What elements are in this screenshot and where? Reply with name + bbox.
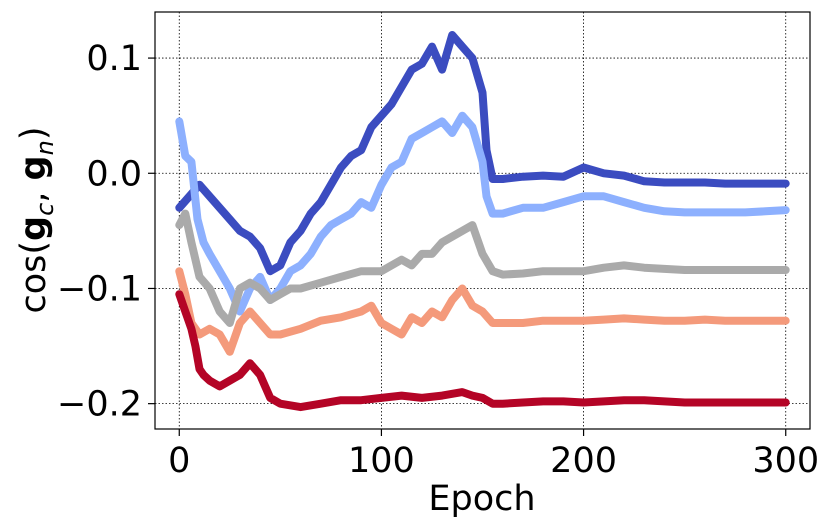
y-tick-label: 0.0 xyxy=(86,154,142,194)
y-tick-label: −0.2 xyxy=(57,385,142,425)
x-tick-label: 300 xyxy=(752,441,819,481)
x-axis-ticks: 0 100 200 300 xyxy=(168,429,819,481)
x-axis-label: Epoch xyxy=(428,479,535,519)
series-line-4 xyxy=(175,267,790,356)
series-line-2 xyxy=(175,111,790,316)
y-axis-label: cos(gc, gn) xyxy=(14,126,59,313)
x-tick-label: 0 xyxy=(168,441,190,481)
y-tick-label: −0.1 xyxy=(57,269,142,309)
series-line-5 xyxy=(175,290,790,412)
plot-frame xyxy=(154,11,811,430)
x-tick-label: 100 xyxy=(348,441,415,481)
x-tick-label: 200 xyxy=(550,441,617,481)
y-tick-label: 0.1 xyxy=(86,39,142,79)
series-line-1 xyxy=(175,31,790,276)
y-axis-ticks: −0.2 −0.1 0.0 0.1 xyxy=(57,39,155,425)
series-lines xyxy=(175,31,790,412)
series-line-3 xyxy=(175,209,790,327)
